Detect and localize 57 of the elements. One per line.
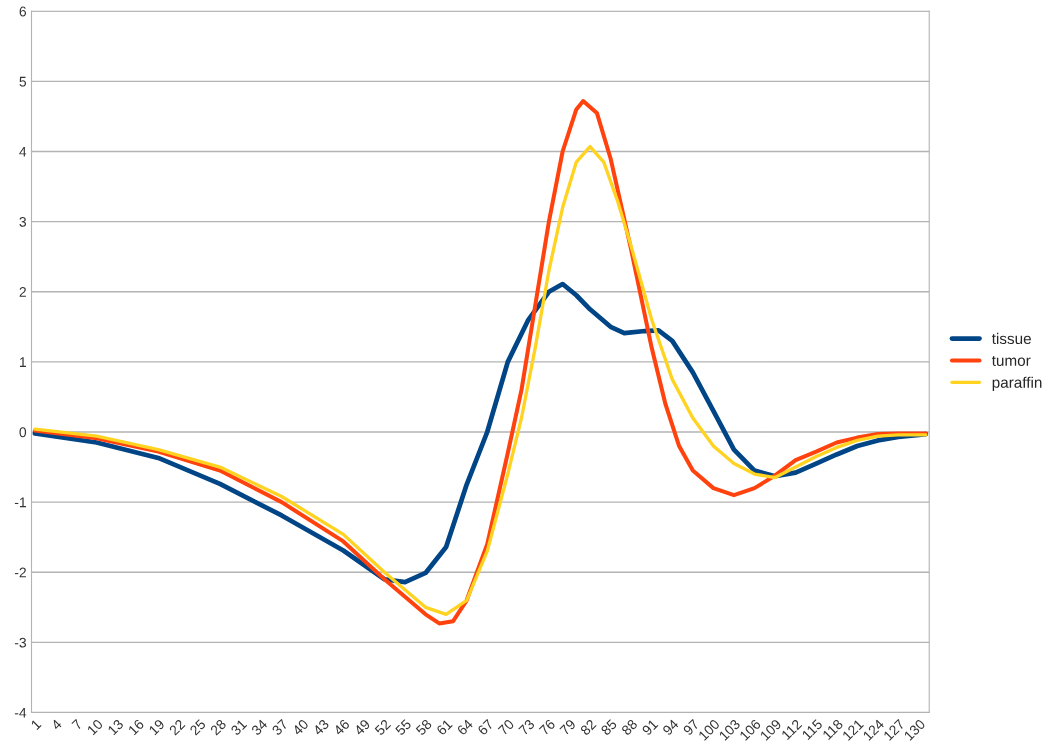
x-tick-label: 25 — [189, 718, 207, 736]
x-tick-label: 130 — [903, 718, 926, 741]
x-tick-label: 31 — [230, 718, 248, 736]
x-tick-label: 61 — [435, 718, 453, 736]
x-tick-label: 82 — [579, 718, 597, 736]
y-tick-label: 4 — [19, 146, 27, 157]
line-series — [32, 281, 929, 585]
y-tick-label: 1 — [19, 357, 26, 367]
y-tick-label: 3 — [19, 216, 27, 227]
x-tick-label: 70 — [497, 718, 515, 736]
x-tick-label: 64 — [456, 718, 474, 736]
x-tick-label: 10 — [86, 718, 104, 736]
x-tick-label: 37 — [271, 718, 289, 736]
y-tick-label: -1 — [14, 497, 26, 508]
y-tick-label: 2 — [19, 287, 26, 297]
y-tick-label: 5 — [19, 76, 27, 87]
x-tick-label: 7 — [71, 718, 83, 731]
x-tick-label: 13 — [107, 718, 124, 736]
x-tick-label: 4 — [50, 718, 63, 731]
y-tick-label: -3 — [14, 637, 27, 648]
x-tick-label: 85 — [600, 718, 618, 736]
x-tick-label: 118 — [822, 718, 844, 741]
x-tick-label: 94 — [662, 718, 680, 736]
x-tick-label: 28 — [209, 718, 227, 736]
x-tick-label: 58 — [415, 718, 433, 736]
x-tick-label: 49 — [353, 718, 371, 736]
y-tick-label: 0 — [19, 427, 27, 438]
x-tick-label: 34 — [250, 718, 268, 736]
x-tick-label: 112 — [780, 718, 803, 741]
x-tick-label: 67 — [477, 718, 494, 736]
x-tick-label: 52 — [374, 718, 392, 736]
x-tick-label: 55 — [394, 718, 412, 736]
legend-label: tissue — [991, 332, 1031, 345]
x-tick-label: 19 — [148, 718, 166, 736]
y-tick-label: -2 — [14, 567, 26, 578]
x-tick-label: 73 — [518, 718, 536, 736]
legend-label: paraffin — [992, 376, 1042, 391]
y-tick-label: -4 — [14, 707, 27, 718]
x-tick-label: 103 — [718, 718, 741, 741]
x-tick-label: 43 — [312, 718, 330, 736]
x-tick-label: 100 — [698, 718, 721, 741]
x-tick-label: 97 — [682, 718, 700, 736]
y-tick-label: 6 — [19, 6, 27, 17]
legend-label: tumor — [991, 355, 1031, 366]
x-tick-label: 40 — [291, 718, 310, 736]
x-tick-label: 109 — [759, 718, 782, 741]
x-tick-label: 22 — [168, 718, 186, 736]
x-tick-label: 76 — [538, 718, 556, 736]
x-tick-label: 46 — [332, 718, 351, 736]
x-tick-label: 91 — [641, 718, 659, 736]
x-tick-label: 106 — [739, 718, 762, 741]
x-tick-label: 127 — [883, 718, 906, 741]
x-tick-label: 1 — [30, 718, 42, 730]
x-tick-label: 16 — [127, 718, 145, 736]
x-tick-label: 115 — [801, 718, 823, 741]
x-tick-label: 79 — [559, 718, 577, 736]
x-tick-label: 88 — [620, 718, 638, 736]
